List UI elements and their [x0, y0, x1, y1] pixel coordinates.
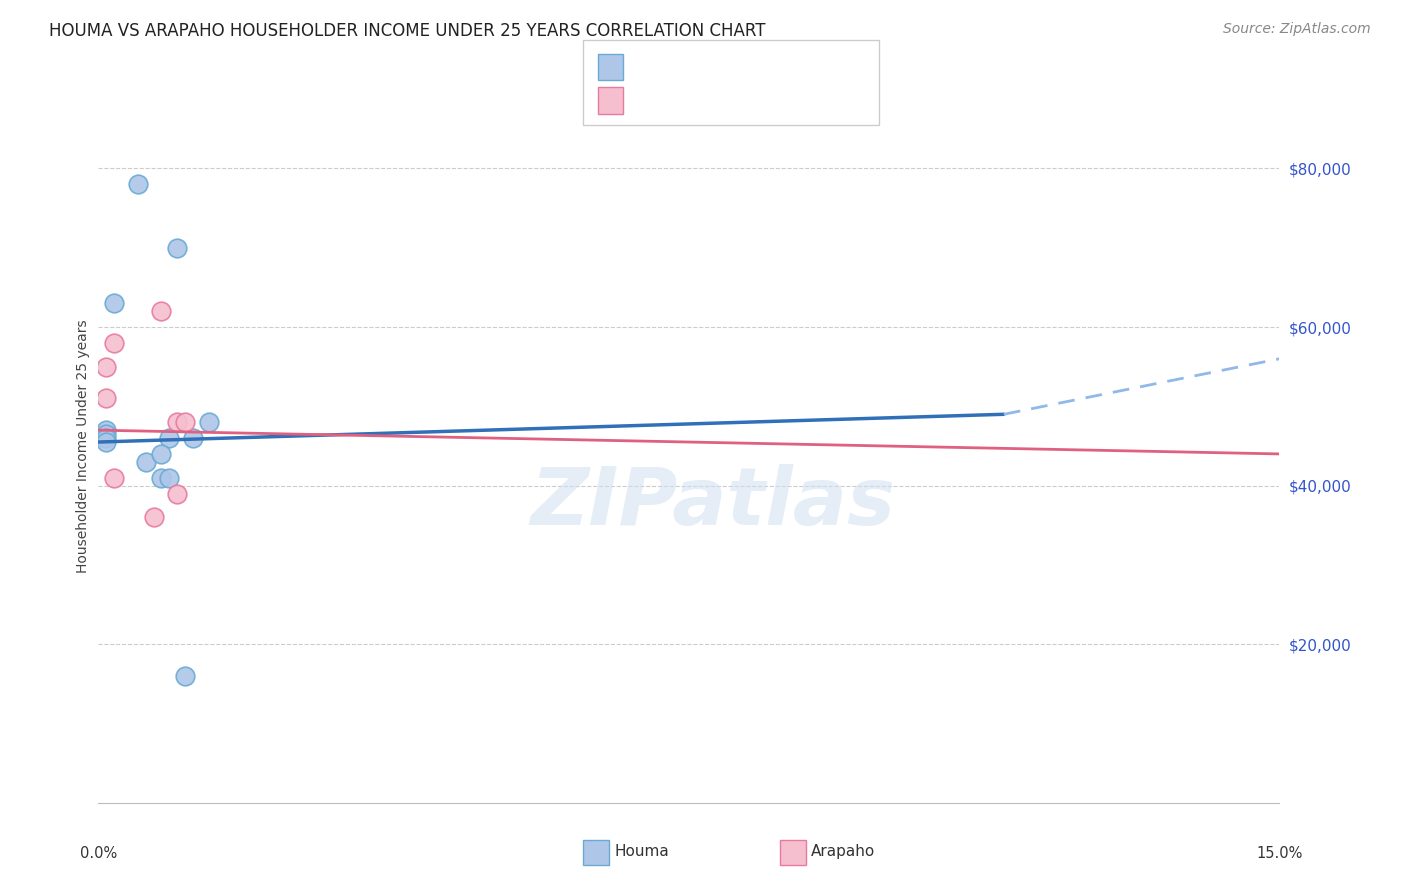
- Point: [96, 435, 118, 450]
- Text: HOUMA VS ARAPAHO HOUSEHOLDER INCOME UNDER 25 YEARS CORRELATION CHART: HOUMA VS ARAPAHO HOUSEHOLDER INCOME UNDE…: [49, 22, 766, 40]
- Point: [96, 431, 118, 445]
- Point: [174, 669, 197, 683]
- Point: [181, 431, 204, 445]
- Text: ZIPatlas: ZIPatlas: [530, 464, 896, 542]
- Text: R =  0.084   N = 15: R = 0.084 N = 15: [634, 58, 796, 76]
- Point: [166, 415, 188, 429]
- Point: [96, 359, 118, 374]
- Point: [166, 486, 188, 500]
- Text: Source: ZipAtlas.com: Source: ZipAtlas.com: [1223, 22, 1371, 37]
- Point: [174, 415, 197, 429]
- Point: [103, 296, 125, 310]
- Y-axis label: Householder Income Under 25 years: Householder Income Under 25 years: [76, 319, 90, 573]
- Point: [197, 415, 219, 429]
- Text: 15.0%: 15.0%: [1257, 847, 1302, 862]
- Point: [96, 427, 118, 442]
- Point: [150, 471, 173, 485]
- Point: [157, 471, 180, 485]
- Point: [150, 447, 173, 461]
- Point: [127, 178, 149, 192]
- Text: R = -0.072   N =  9: R = -0.072 N = 9: [634, 92, 792, 110]
- Point: [142, 510, 165, 524]
- Point: [96, 392, 118, 406]
- Text: 0.0%: 0.0%: [80, 847, 117, 862]
- Point: [157, 431, 180, 445]
- Point: [103, 335, 125, 350]
- Text: Houma: Houma: [614, 845, 669, 859]
- Text: Arapaho: Arapaho: [811, 845, 876, 859]
- Point: [103, 471, 125, 485]
- Point: [166, 241, 188, 255]
- Point: [135, 455, 157, 469]
- Point: [96, 423, 118, 437]
- Point: [150, 304, 173, 318]
